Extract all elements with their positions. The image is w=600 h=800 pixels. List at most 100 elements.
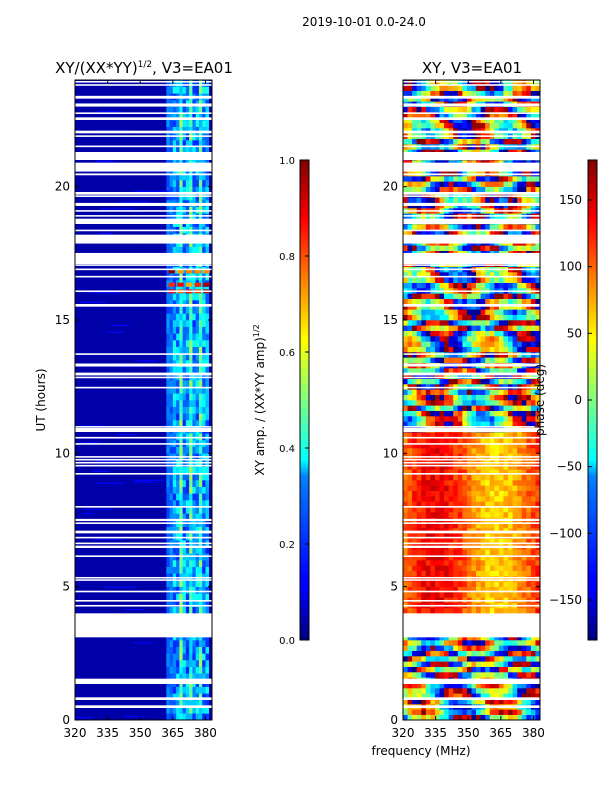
phase-cell xyxy=(407,661,413,667)
amp-flare-spot xyxy=(185,282,193,287)
phase-cell xyxy=(508,448,513,454)
amp-cell xyxy=(179,586,183,594)
phase-cell xyxy=(434,592,440,598)
phase-cell xyxy=(434,357,440,363)
amp-cell xyxy=(195,353,200,361)
phase-cell xyxy=(494,245,500,251)
phase-cell xyxy=(444,474,449,481)
data-gap xyxy=(75,135,212,137)
phase-cell xyxy=(498,506,504,513)
phase-cell xyxy=(434,496,440,502)
phase-cell xyxy=(471,592,477,598)
amp-cell xyxy=(189,493,193,501)
phase-cell xyxy=(485,538,491,545)
phase-cell xyxy=(439,389,445,395)
phase-cell xyxy=(466,181,472,187)
phase-cell xyxy=(489,336,495,342)
phase-cell xyxy=(530,416,536,422)
amp-cell xyxy=(182,433,187,441)
phase-cell xyxy=(430,634,436,641)
amp-cell xyxy=(169,80,174,87)
phase-cell xyxy=(503,122,509,129)
amp-cell xyxy=(202,113,206,121)
phase-cell xyxy=(494,421,500,427)
phase-cell xyxy=(526,298,532,305)
amp-cell xyxy=(176,106,180,114)
phase-cell xyxy=(489,122,495,129)
phase-cell xyxy=(453,85,459,91)
phase-cell xyxy=(448,693,454,699)
phase-cell xyxy=(407,192,413,198)
phase-cell xyxy=(471,330,477,337)
phase-cell xyxy=(508,688,513,694)
phase-cell xyxy=(530,282,536,289)
phase-cell xyxy=(535,389,540,395)
phase-cell xyxy=(421,421,427,427)
phase-cell xyxy=(466,549,472,555)
amp-cell xyxy=(185,313,190,321)
phase-cell xyxy=(444,506,449,513)
phase-cell xyxy=(485,309,491,315)
phase-cell xyxy=(530,224,536,230)
phase-cell xyxy=(416,282,422,289)
amp-cell xyxy=(182,446,187,454)
phase-cell xyxy=(489,533,495,539)
phase-cell xyxy=(521,565,527,571)
phase-cell xyxy=(462,512,468,518)
phase-cell xyxy=(498,277,504,283)
phase-cell xyxy=(425,501,431,507)
amp-cell xyxy=(172,213,177,221)
phase-cell xyxy=(535,346,540,353)
amp-cell xyxy=(202,80,206,87)
phase-cell xyxy=(434,565,440,571)
data-gap xyxy=(75,173,212,176)
phase-cell xyxy=(453,298,459,305)
amp-cell xyxy=(179,326,183,334)
phase-cell xyxy=(526,394,532,401)
phase-cell xyxy=(476,565,481,571)
phase-cell xyxy=(503,373,509,379)
phase-cell xyxy=(407,90,413,97)
phase-cell xyxy=(480,581,486,587)
amp-cell xyxy=(202,686,206,694)
phase-cell xyxy=(457,400,463,406)
phase-cell xyxy=(517,512,523,518)
phase-cell xyxy=(434,378,440,385)
phase-cell xyxy=(403,576,408,582)
amp-cell xyxy=(202,173,206,181)
amp-cell xyxy=(182,300,187,307)
data-gap xyxy=(75,275,212,278)
phase-cell xyxy=(421,608,427,614)
phase-cell xyxy=(476,634,481,641)
amp-cell xyxy=(169,506,174,514)
phase-cell xyxy=(480,336,486,342)
phase-cell xyxy=(485,634,491,641)
phase-cell xyxy=(457,368,463,374)
phase-cell xyxy=(530,554,536,561)
phase-cell xyxy=(416,448,422,454)
amp-cell xyxy=(166,106,170,114)
data-gap xyxy=(75,464,212,467)
phase-cell xyxy=(416,469,422,475)
phase-cell xyxy=(412,117,417,123)
data-gap xyxy=(75,241,212,244)
phase-cell xyxy=(476,576,481,582)
phase-cell xyxy=(412,501,417,507)
phase-cell xyxy=(412,282,417,289)
phase-cell xyxy=(466,277,472,283)
phase-cell xyxy=(498,394,504,401)
phase-cell xyxy=(471,634,477,641)
phase-cell xyxy=(476,410,481,417)
phase-cell xyxy=(489,448,495,454)
phase-cell xyxy=(535,581,540,587)
phase-cell xyxy=(503,341,509,347)
phase-cell xyxy=(434,522,440,529)
phase-cell xyxy=(503,682,509,689)
phase-cell xyxy=(412,389,417,395)
amp-cell xyxy=(198,306,203,314)
phase-cell xyxy=(434,293,440,299)
phase-cell xyxy=(471,469,477,475)
phase-cell xyxy=(471,410,477,417)
phase-cell xyxy=(421,432,427,438)
phase-cell xyxy=(439,314,445,321)
